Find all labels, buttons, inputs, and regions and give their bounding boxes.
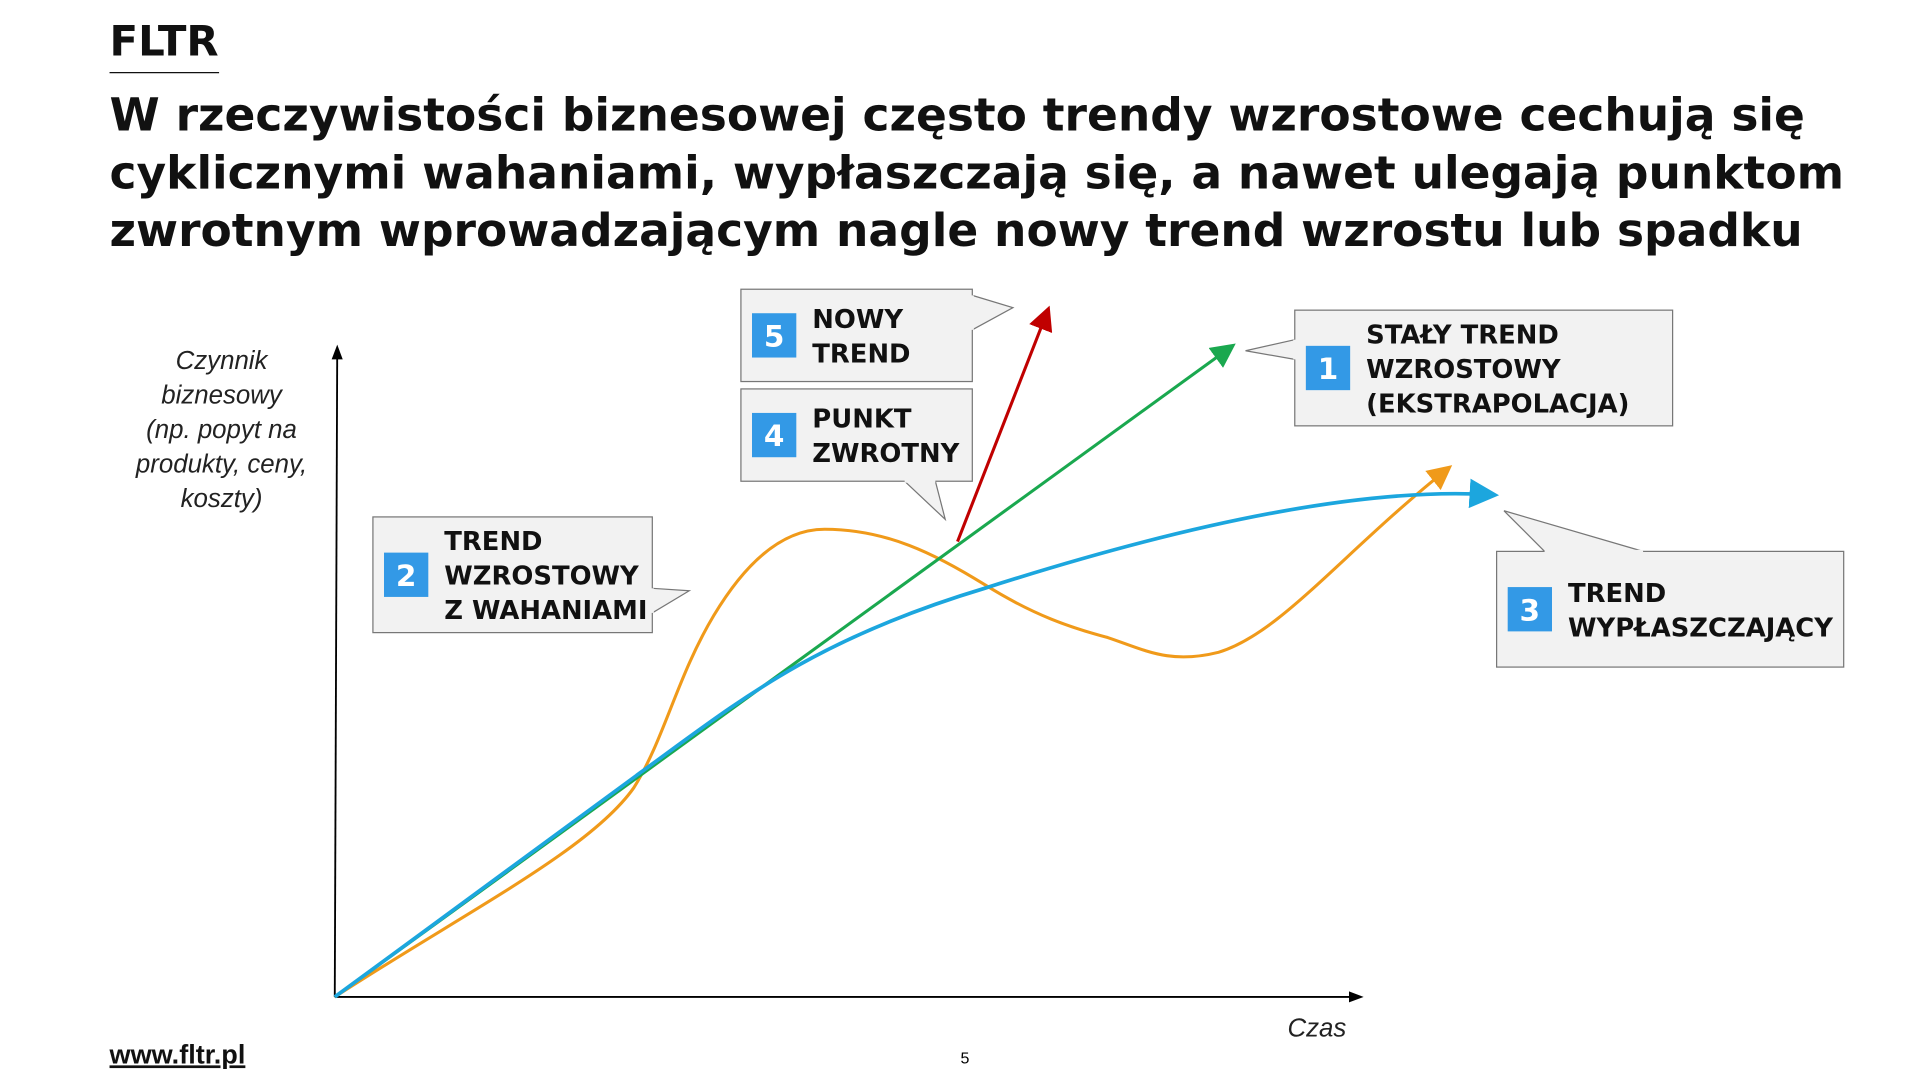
x-axis-label: Czas (1287, 1014, 1346, 1042)
callout-label: (EKSTRAPOLACJA) (1366, 389, 1629, 419)
callout-pointer (651, 587, 692, 615)
callout: 2 TREND WZROSTOWY Z WAHANIAMI (372, 516, 692, 634)
title-line: zwrotnym wprowadzającym nagle nowy trend… (110, 204, 1803, 257)
callout: 1 STAŁY TREND WZROSTOWY (EKSTRAPOLACJA) (1245, 309, 1674, 427)
callout-label: WZROSTOWY (1366, 355, 1561, 385)
callout-box (1496, 550, 1845, 668)
callout-label: Z WAHANIAMI (444, 596, 647, 626)
callout-label: NOWY (812, 305, 903, 335)
callout-number: 5 (764, 319, 785, 353)
callout-label: WZROSTOWY (444, 562, 639, 592)
callout: 5 NOWY TREND (740, 288, 1015, 383)
callout-pointer (971, 294, 1015, 331)
callout-pointer (1503, 510, 1644, 552)
title-line: cyklicznymi wahaniami, wypłaszczają się,… (110, 146, 1844, 199)
title-line: W rzeczywistości biznesowej często trend… (110, 88, 1805, 141)
callout-number: 2 (396, 559, 417, 593)
callout: 3 TREND WYPŁASZCZAJĄCY (1496, 510, 1845, 668)
callout-number: 1 (1318, 352, 1339, 386)
callout-label: WYPŁASZCZAJĄCY (1568, 613, 1833, 643)
callout-badge (752, 412, 797, 458)
callout-label: PUNKT (812, 405, 912, 435)
y-label-line: koszty) (181, 485, 263, 513)
y-label-line: (np. popyt na (146, 416, 297, 444)
callout-number: 3 (1520, 593, 1541, 627)
callout: 4 PUNKT ZWROTNY (740, 388, 973, 522)
y-label-line: biznesowy (161, 382, 284, 410)
callout-label: TREND (812, 339, 910, 369)
callout-pointer (1245, 338, 1296, 361)
callout-badge (1507, 587, 1552, 632)
title: W rzeczywistości biznesowej często trend… (110, 88, 1844, 257)
callout-label: TREND (444, 527, 542, 557)
callout-badge (752, 313, 797, 358)
oscillating-trend (333, 465, 1453, 999)
callout-pointer (903, 480, 947, 522)
y-label-line: produkty, ceny, (135, 451, 307, 479)
url: www.fltr.pl (109, 1038, 246, 1069)
new-trend (956, 305, 1053, 543)
y-axis (331, 344, 343, 997)
callout-badge (384, 552, 429, 597)
callout-label: STAŁY TREND (1366, 320, 1559, 350)
page-number: 5 (960, 1050, 969, 1067)
callouts: 1 STAŁY TREND WZROSTOWY (EKSTRAPOLACJA) 2 TRE… (372, 288, 1845, 668)
flattening-trend (333, 478, 1500, 999)
y-axis-label: Czynnik biznesowy (np. popyt na produkty, c… (135, 347, 307, 513)
y-label-line: Czynnik (176, 347, 269, 375)
callout-badge (1305, 345, 1351, 391)
callout-label: TREND (1568, 579, 1666, 609)
brand: FLTR (110, 16, 219, 65)
callout-number: 4 (764, 419, 785, 453)
callout-label: ZWROTNY (812, 439, 959, 469)
callout-box (1294, 309, 1674, 427)
